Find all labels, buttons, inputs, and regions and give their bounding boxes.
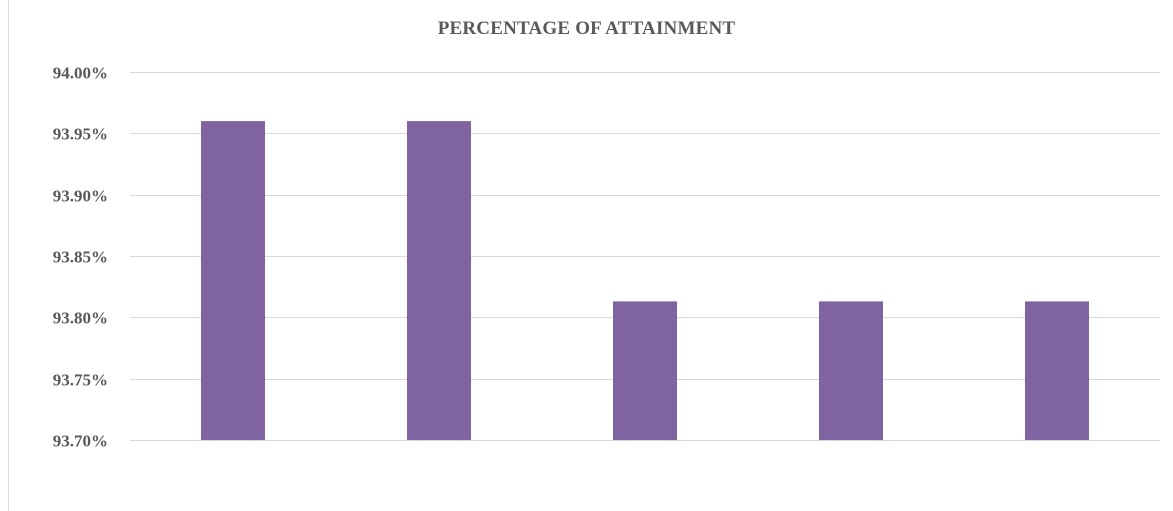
y-tick-label: 93.75%: [53, 371, 108, 390]
y-tick-label: 93.70%: [53, 432, 108, 451]
y-tick-label: 93.95%: [53, 125, 108, 144]
bars: [201, 121, 1089, 440]
bar: [201, 121, 265, 440]
y-tick-label: 94.00%: [53, 64, 108, 83]
y-tick-label: 93.85%: [53, 248, 108, 267]
bar: [819, 301, 883, 440]
bar: [407, 121, 471, 440]
y-tick-label: 93.90%: [53, 187, 108, 206]
y-axis-tick-labels: 93.70% 93.75% 93.80% 93.85% 93.90% 93.95% 94.0…: [53, 64, 108, 451]
bar: [1025, 301, 1089, 440]
chart-left-border: [8, 0, 9, 511]
chart-title: PERCENTAGE OF ATTAINMENT: [437, 18, 736, 39]
bar: [613, 301, 677, 440]
y-tick-label: 93.80%: [53, 309, 108, 328]
